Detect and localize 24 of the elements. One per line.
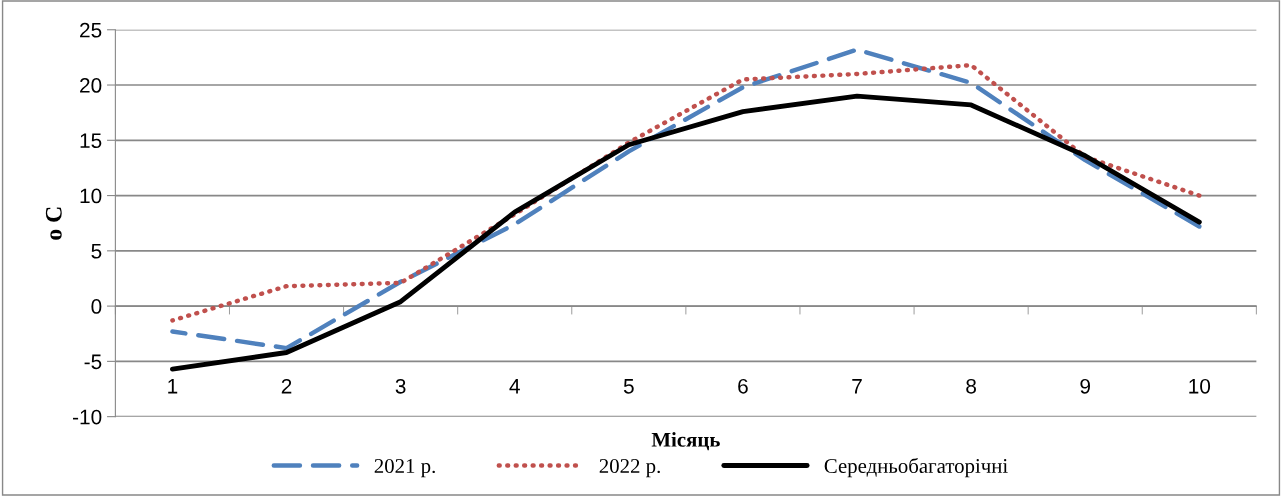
y-tick-label: -5 bbox=[84, 354, 102, 370]
legend-label: 2022 р. bbox=[599, 458, 660, 478]
x-tick-label: 7 bbox=[852, 379, 862, 394]
y-tick-label: 15 bbox=[80, 133, 102, 149]
y-tick-label: 0 bbox=[91, 299, 102, 314]
x-tick-label: 5 bbox=[623, 379, 634, 394]
y-tick-label: 10 bbox=[80, 188, 102, 204]
x-tick-label: 1 bbox=[168, 379, 178, 394]
x-tick-label: 10 bbox=[1189, 378, 1211, 394]
y-axis-title: o C bbox=[45, 207, 62, 240]
x-tick-label: 9 bbox=[1080, 378, 1091, 394]
x-axis-title: Місяць bbox=[651, 432, 720, 451]
x-tick-label: 4 bbox=[509, 379, 520, 394]
x-tick-label: 6 bbox=[738, 378, 748, 394]
legend-label: Середньобагаторічні bbox=[824, 457, 1008, 478]
legend-label: 2021 р. bbox=[374, 458, 435, 478]
line-series bbox=[170, 93, 1202, 372]
x-tick-label: 2 bbox=[281, 378, 292, 394]
y-tick-label: -10 bbox=[73, 409, 102, 425]
y-tick-label: 5 bbox=[91, 244, 102, 259]
y-tick-label: 20 bbox=[80, 78, 102, 93]
y-tick-label: 25 bbox=[80, 22, 102, 38]
x-tick-label: 3 bbox=[395, 378, 406, 394]
x-tick-label: 8 bbox=[966, 378, 976, 394]
